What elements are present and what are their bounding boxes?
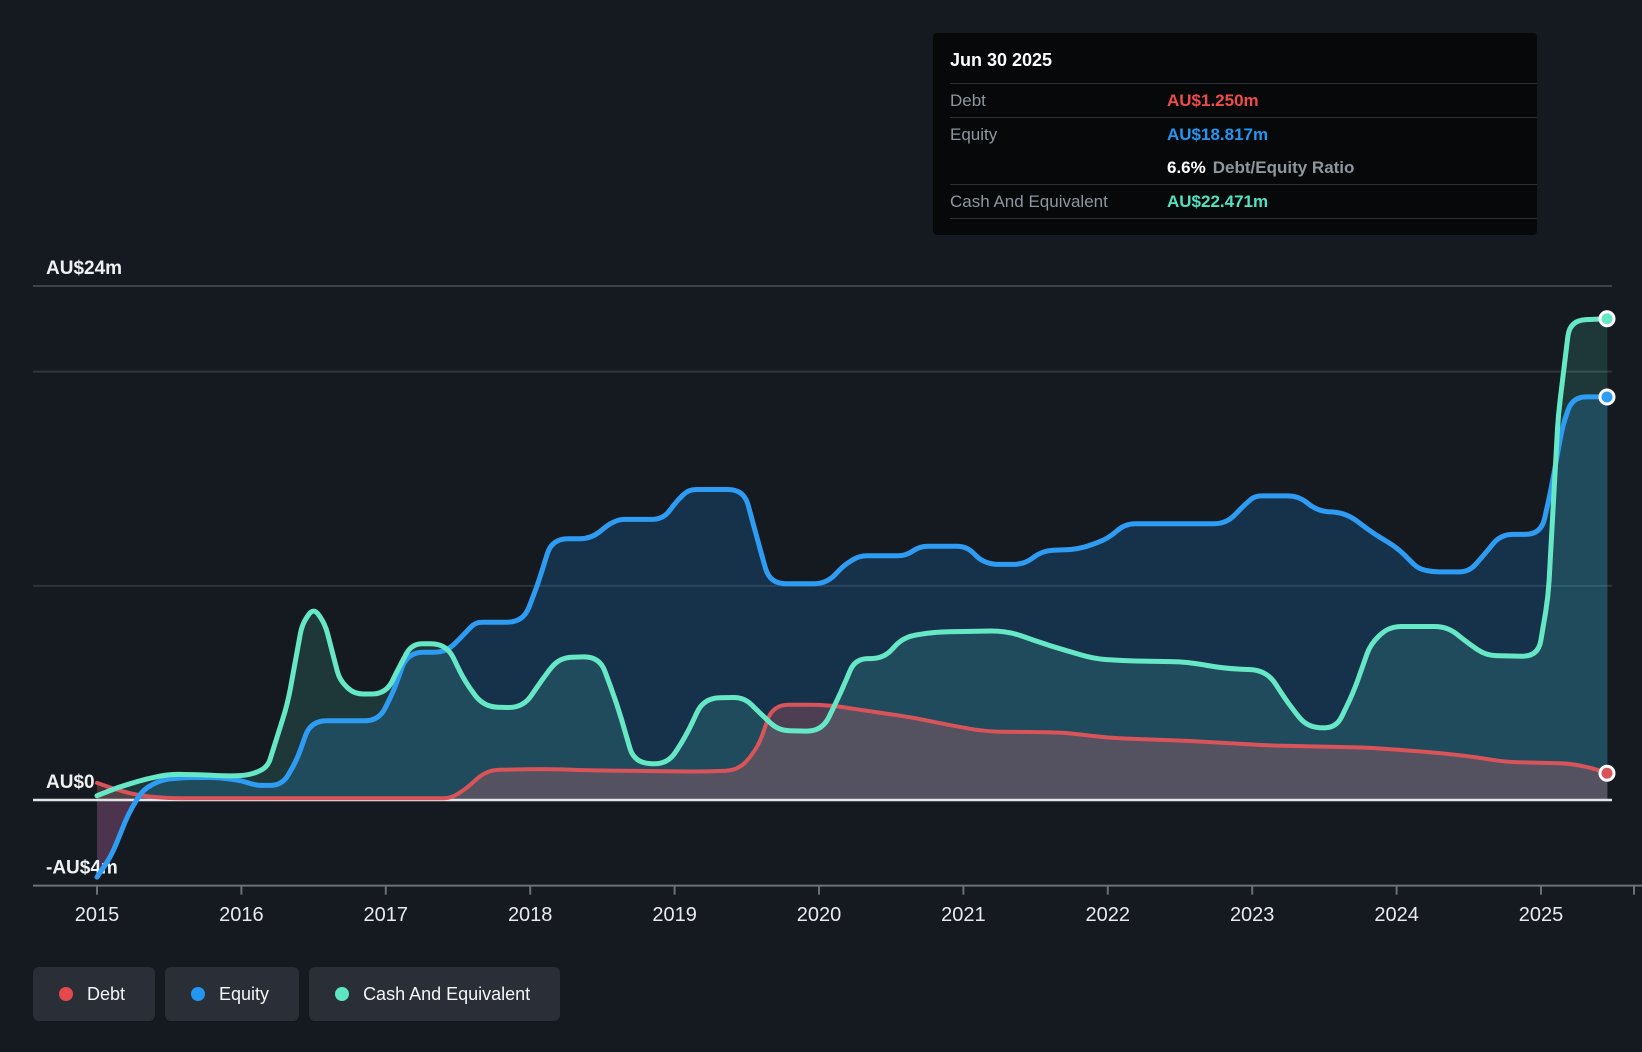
chart-legend: Debt Equity Cash And Equivalent [33, 967, 561, 1021]
x-axis-year-label: 2020 [797, 904, 842, 926]
legend-cash-label: Cash And Equivalent [363, 983, 531, 1004]
legend-debt-label: Debt [87, 983, 126, 1004]
x-axis-year-label: 2025 [1519, 904, 1564, 926]
cash-end-marker[interactable] [1598, 310, 1616, 328]
x-axis-year-label: 2022 [1086, 904, 1131, 926]
tooltip-row-debt: Debt AU$1.250m [950, 83, 1537, 117]
tooltip-equity-label: Equity [950, 124, 998, 144]
tooltip-row-ratio: 6.6% Debt/Equity Ratio [950, 151, 1537, 184]
tooltip-equity-value: AU$18.817m [1167, 124, 1269, 144]
x-axis-year-label: 2016 [219, 904, 264, 926]
chart-tooltip: Jun 30 2025 Debt AU$1.250m Equity AU$18.… [933, 33, 1537, 235]
x-axis-year-label: 2019 [652, 904, 697, 926]
tooltip-ratio-value: 6.6% [1167, 157, 1206, 177]
tooltip-cash-label: Cash And Equivalent [950, 191, 1108, 211]
tooltip-debt-label: Debt [950, 90, 986, 110]
tooltip-debt-value: AU$1.250m [1167, 90, 1259, 110]
equity-dot-icon [191, 987, 206, 1001]
legend-item-equity[interactable]: Equity [165, 967, 300, 1021]
legend-item-cash[interactable]: Cash And Equivalent [309, 967, 561, 1021]
tooltip-row-cash: Cash And Equivalent AU$22.471m [950, 184, 1537, 218]
tooltip-date: Jun 30 2025 [950, 50, 1053, 70]
cash-line [94, 316, 1610, 799]
debt-line [95, 702, 1610, 801]
tooltip-ratio-label: Debt/Equity Ratio [1212, 157, 1355, 177]
legend-equity-label: Equity [219, 983, 270, 1004]
debt-dot-icon [59, 987, 73, 1001]
x-axis-year-label: 2018 [508, 904, 553, 926]
equity-line [94, 394, 1610, 880]
x-axis-year-label: 2023 [1230, 904, 1275, 926]
debt-end-marker[interactable] [1598, 764, 1616, 782]
x-axis-year-label: 2015 [75, 904, 120, 926]
cash-area [97, 318, 1608, 800]
equity-end-marker[interactable] [1598, 388, 1616, 406]
tooltip-cash-value: AU$22.471m [1167, 191, 1269, 211]
equity-area [97, 396, 1608, 878]
y-axis-label: AU$24m [46, 258, 122, 279]
cash-dot-icon [335, 987, 350, 1001]
legend-item-debt[interactable]: Debt [33, 967, 156, 1021]
y-axis-label: AU$0 [46, 772, 95, 793]
x-axis-year-label: 2017 [364, 904, 409, 926]
x-axis-year-label: 2024 [1374, 904, 1419, 926]
x-axis-year-label: 2021 [941, 904, 986, 926]
tooltip-row-equity: Equity AU$18.817m [950, 117, 1537, 151]
debt-area [97, 704, 1608, 800]
